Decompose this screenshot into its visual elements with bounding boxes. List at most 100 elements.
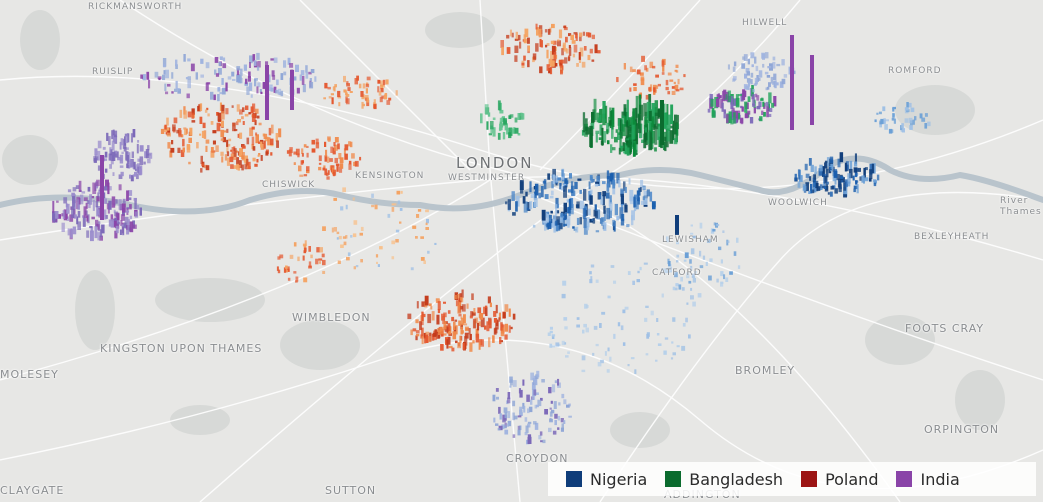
density-bar — [563, 25, 567, 28]
density-bar — [520, 112, 523, 117]
density-bar — [602, 221, 607, 226]
density-bar — [651, 131, 655, 144]
density-bar — [245, 78, 248, 84]
density-bar — [273, 86, 277, 93]
density-bar — [388, 97, 392, 101]
density-bar — [495, 423, 499, 426]
density-bar — [566, 216, 571, 226]
density-bar — [226, 139, 229, 147]
density-bar — [183, 110, 188, 119]
density-bar — [301, 75, 305, 85]
density-bar — [655, 74, 659, 78]
density-bar — [78, 198, 81, 205]
density-bar — [237, 119, 241, 123]
density-bar — [606, 183, 610, 192]
density-bar — [594, 183, 598, 187]
density-bar — [590, 177, 593, 183]
density-bar — [550, 60, 555, 67]
density-bar — [499, 413, 502, 420]
density-bar — [618, 147, 621, 155]
density-bar — [507, 199, 511, 210]
density-bar — [415, 236, 418, 239]
density-bar — [257, 154, 260, 157]
density-bar — [499, 117, 503, 126]
density-bar — [532, 53, 537, 60]
density-bar — [348, 141, 351, 147]
density-bar — [576, 63, 579, 67]
density-bar — [559, 183, 562, 190]
density-bar — [603, 223, 607, 231]
density-bar — [653, 92, 656, 95]
density-bar — [276, 79, 279, 86]
density-bar — [421, 311, 424, 321]
density-bar — [661, 72, 665, 75]
density-bar — [492, 127, 496, 137]
density-bar — [836, 174, 840, 181]
density-bar — [639, 72, 644, 76]
density-bar — [129, 221, 134, 233]
density-bar — [554, 413, 558, 419]
density-bar — [546, 64, 550, 71]
density-bar — [106, 132, 109, 141]
density-bar — [595, 343, 599, 347]
density-bar — [779, 81, 784, 88]
density-bar — [643, 262, 648, 265]
density-bar — [843, 181, 847, 191]
density-bar — [643, 117, 648, 130]
density-bar — [354, 78, 358, 85]
density-bar — [504, 334, 508, 340]
density-bar — [226, 128, 229, 133]
density-bar — [614, 136, 618, 143]
density-bar — [353, 266, 356, 270]
density-bar — [129, 215, 133, 220]
density-bar — [544, 223, 547, 231]
density-bar — [845, 161, 849, 170]
density-bar — [885, 119, 889, 122]
density-bar — [709, 93, 713, 104]
density-bar — [263, 140, 266, 149]
density-bar — [636, 190, 640, 202]
density-bar — [326, 156, 330, 163]
density-bar — [667, 72, 672, 76]
density-bar — [759, 116, 763, 122]
density-bar — [673, 81, 676, 85]
density-bar — [853, 167, 858, 173]
density-bar — [732, 66, 736, 72]
density-bar — [517, 133, 521, 136]
density-bar — [498, 312, 501, 320]
density-bar — [646, 332, 650, 337]
density-bar — [805, 182, 809, 192]
density-bar — [316, 247, 320, 253]
density-bar — [567, 56, 571, 62]
density-bar — [674, 271, 678, 278]
density-bar — [592, 179, 595, 183]
density-bar — [633, 121, 637, 139]
density-bar — [665, 86, 669, 91]
density-bar — [554, 380, 557, 384]
density-bar — [166, 117, 169, 126]
density-bar — [332, 147, 336, 155]
density-bar — [308, 71, 312, 75]
density-bar — [136, 143, 139, 154]
density-bar — [492, 394, 496, 402]
density-bar — [496, 396, 499, 400]
density-bar — [514, 45, 519, 53]
density-bar — [556, 216, 560, 225]
density-bar — [620, 193, 624, 197]
density-bar — [249, 82, 253, 91]
density-bar — [352, 197, 355, 201]
density-bar — [251, 114, 256, 122]
density-bar — [855, 180, 859, 183]
density-bar — [336, 165, 339, 172]
density-bar — [633, 194, 638, 200]
density-bar — [240, 68, 243, 76]
density-bar — [133, 161, 136, 170]
density-bar — [318, 258, 323, 261]
density-bar — [204, 109, 208, 113]
density-bar — [775, 82, 779, 86]
density-bar — [225, 108, 229, 115]
density-bar — [62, 210, 65, 219]
density-bar — [485, 306, 488, 316]
density-bar — [568, 47, 572, 56]
